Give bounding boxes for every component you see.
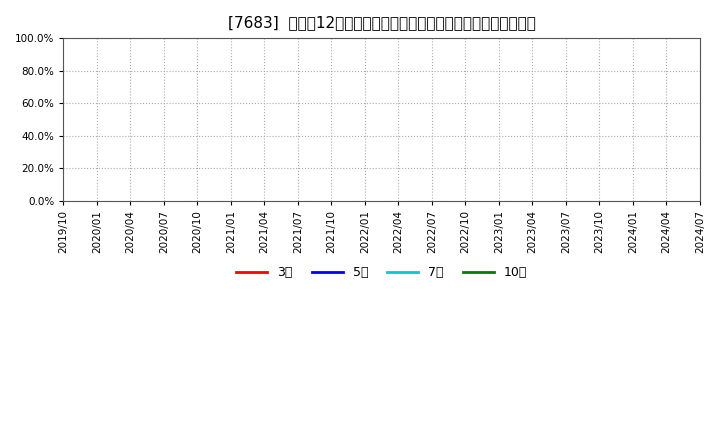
Title: [7683]  売上高12か月移動合計の対前年同期増減率の平均値の推移: [7683] 売上高12か月移動合計の対前年同期増減率の平均値の推移	[228, 15, 536, 30]
Legend: 3年, 5年, 7年, 10年: 3年, 5年, 7年, 10年	[231, 261, 532, 284]
